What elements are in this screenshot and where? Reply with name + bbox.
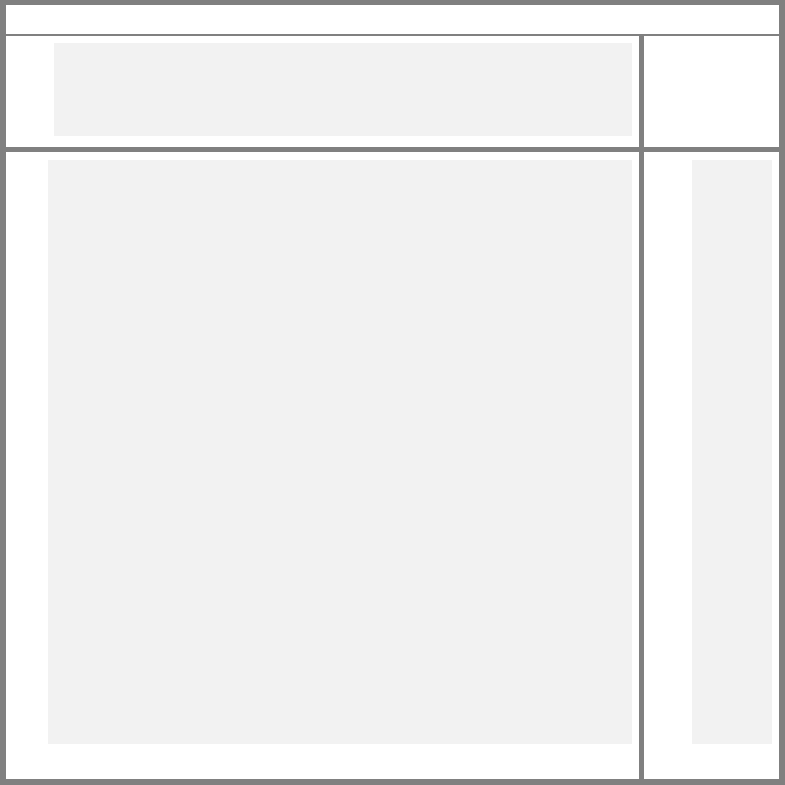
geography-layer <box>48 160 632 744</box>
source-count-panel <box>644 36 779 147</box>
title-bar <box>6 5 779 34</box>
map-plot <box>48 160 632 744</box>
map-panel <box>6 152 639 779</box>
altitude-vs-north-plot <box>692 160 772 744</box>
altitude-vs-north-panel <box>644 152 779 779</box>
altitude-vs-east-panel <box>6 36 639 147</box>
altitude-vs-east-plot <box>54 43 632 136</box>
